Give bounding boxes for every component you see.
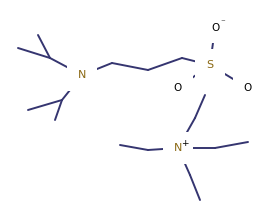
Text: S: S — [206, 60, 214, 70]
Text: N: N — [78, 70, 86, 80]
Text: O: O — [174, 83, 182, 93]
Text: O: O — [211, 23, 219, 33]
Text: O: O — [244, 83, 252, 93]
Text: ⁻: ⁻ — [221, 19, 225, 27]
Text: N: N — [174, 143, 182, 153]
Text: +: + — [181, 138, 189, 148]
